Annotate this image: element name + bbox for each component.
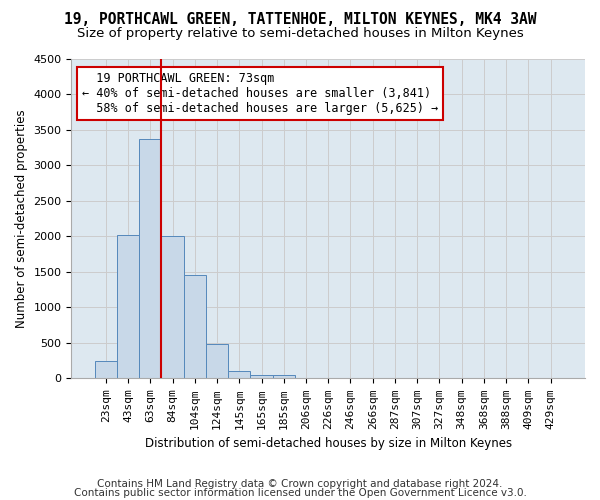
Bar bbox=[117, 235, 139, 378]
Bar bbox=[250, 374, 272, 378]
Bar bbox=[95, 360, 117, 378]
Text: 19 PORTHCAWL GREEN: 73sqm
← 40% of semi-detached houses are smaller (3,841)
  58: 19 PORTHCAWL GREEN: 73sqm ← 40% of semi-… bbox=[82, 72, 438, 115]
Bar bbox=[272, 375, 295, 378]
Text: Size of property relative to semi-detached houses in Milton Keynes: Size of property relative to semi-detach… bbox=[77, 28, 523, 40]
Y-axis label: Number of semi-detached properties: Number of semi-detached properties bbox=[15, 110, 28, 328]
Text: 19, PORTHCAWL GREEN, TATTENHOE, MILTON KEYNES, MK4 3AW: 19, PORTHCAWL GREEN, TATTENHOE, MILTON K… bbox=[64, 12, 536, 28]
Bar bbox=[139, 139, 161, 378]
Bar bbox=[184, 275, 206, 378]
Bar bbox=[161, 236, 184, 378]
X-axis label: Distribution of semi-detached houses by size in Milton Keynes: Distribution of semi-detached houses by … bbox=[145, 437, 512, 450]
Text: Contains HM Land Registry data © Crown copyright and database right 2024.: Contains HM Land Registry data © Crown c… bbox=[97, 479, 503, 489]
Text: Contains public sector information licensed under the Open Government Licence v3: Contains public sector information licen… bbox=[74, 488, 526, 498]
Bar bbox=[228, 372, 250, 378]
Bar bbox=[206, 344, 228, 378]
